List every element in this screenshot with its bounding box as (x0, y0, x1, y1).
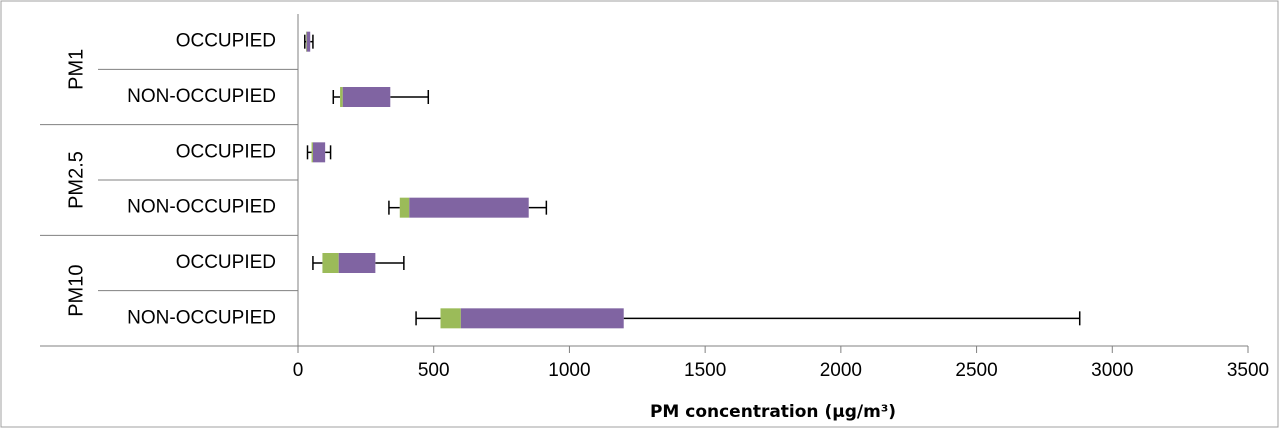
box-lower-segment (440, 308, 461, 329)
category-label: NON-OCCUPIED (127, 307, 276, 328)
box-lower-segment (311, 142, 313, 163)
x-tick-label: 1000 (548, 360, 590, 381)
labels-layer: 0 500 1000 1500 2000 2500 3000 3500 PM1 OCCUPIED N… (65, 31, 1269, 381)
x-tick-label: 3000 (1091, 360, 1133, 381)
category-label: OCCUPIED (176, 141, 276, 162)
box-lower-segment (340, 87, 343, 107)
x-tick-label: 0 (293, 360, 304, 381)
category-label: NON-OCCUPIED (127, 197, 276, 218)
box-lower-segment (399, 197, 410, 218)
box-upper-segment (338, 253, 376, 273)
x-tick-label: 2000 (820, 360, 862, 381)
box-upper-segment (306, 31, 311, 52)
group-label: PM1 (65, 49, 87, 90)
box-lower-segment (306, 31, 307, 52)
category-label: OCCUPIED (176, 252, 276, 273)
axes-layer (40, 14, 1249, 353)
category-label: OCCUPIED (176, 31, 276, 52)
box-upper-segment (342, 87, 391, 107)
box-lower-segment (322, 253, 339, 273)
box-upper-segment (409, 197, 529, 218)
x-axis-title: PM concentration (µg/m³) (650, 402, 896, 422)
box-upper-segment (460, 308, 624, 329)
x-tick-label: 3500 (1227, 360, 1269, 381)
marks-layer (304, 31, 1081, 329)
category-label: NON-OCCUPIED (127, 86, 276, 107)
x-tick-label: 500 (418, 360, 450, 381)
x-tick-label: 1500 (684, 360, 726, 381)
group-label: PM2.5 (65, 151, 87, 209)
x-tick-label: 2500 (955, 360, 997, 381)
group-label: PM10 (65, 265, 87, 317)
box-upper-segment (312, 142, 326, 163)
